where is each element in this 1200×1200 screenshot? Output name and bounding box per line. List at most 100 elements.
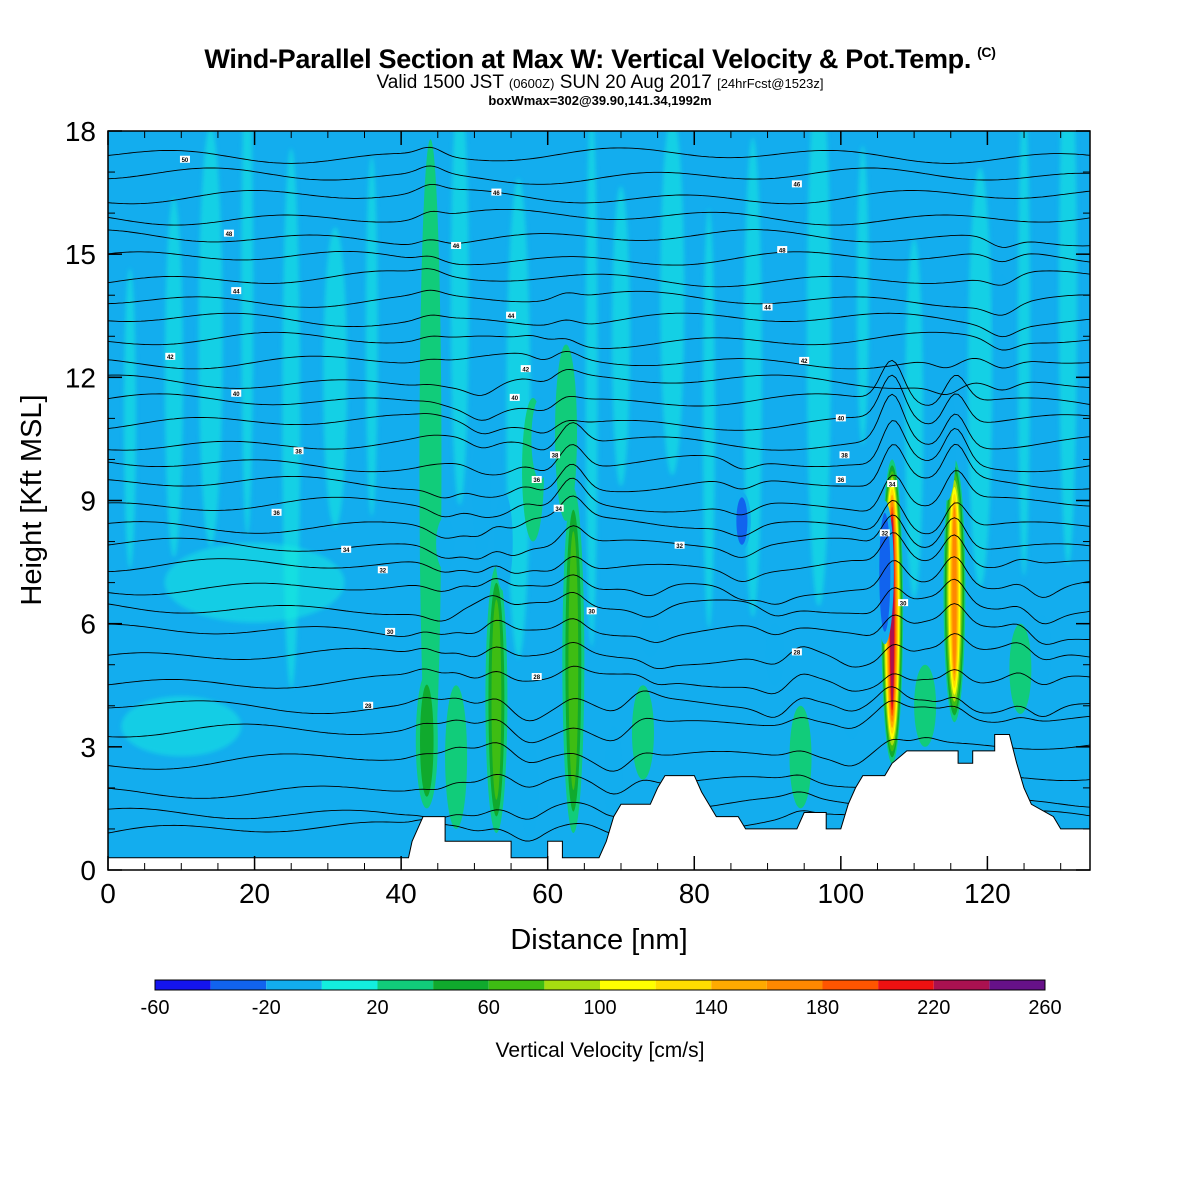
isentrope-line [108,165,1090,185]
colorbar-swatch [711,980,767,990]
isentrope-label-box [839,451,850,459]
updraft-contour [1009,623,1032,714]
isentrope-label-text: 30 [387,630,394,636]
isentrope-label-box [799,356,810,364]
isentrope-label-box [363,701,374,709]
x-tick-label: 60 [532,878,563,909]
downdraft-contour [765,623,784,686]
isentrope-label-box [531,673,542,681]
isentrope-label: 44 [762,303,773,312]
colorbar-tick-label: 20 [366,997,388,1019]
isentrope-label: 30 [385,627,396,636]
isentrope-label: 32 [674,541,685,550]
isentrope-label-box [777,246,788,254]
isentrope-label-box [898,599,909,607]
isentrope-label: 40 [835,414,846,423]
chart-title-main: Wind-Parallel Section at Max W: Vertical… [204,44,972,74]
isentrope-label-text: 34 [343,548,350,554]
isentrope-label: 38 [293,447,304,455]
isentrope-label: 36 [835,475,846,484]
colorbar-swatch [155,980,211,990]
plot-area: 50 48 44 42 40 38 36 34 32 30 28 46 46 44 42 40 38 36 34 32… [108,131,1090,870]
colorbar-tick-label: 260 [1028,997,1061,1019]
isentrope-label-text: 44 [233,289,240,295]
copyright-mark: (C) [977,44,996,60]
isentrope-line [108,146,1090,164]
chart-subtitle: Valid 1500 JST (0600Z) SUN 20 Aug 2017 [… [0,72,1200,94]
isentrope-label-text: 40 [233,392,240,398]
streak [123,268,136,569]
updraft-contour [568,531,579,790]
downdraft-contour [736,497,748,545]
downdraft-contour [436,516,455,571]
isentrope-label-box [879,529,890,537]
isentrope-label-box [377,566,388,574]
streak [611,186,630,487]
isentrope-label-text: 30 [588,610,595,616]
chart-title: Wind-Parallel Section at Max W: Vertical… [0,44,1200,75]
valid-prefix: Valid 1500 JST [376,72,504,93]
y-tick-label: 3 [80,732,96,763]
isentrope-label-box [179,155,190,163]
isentrope-label: 44 [506,311,517,320]
isentrope-line [108,183,1090,205]
downdraft-contour [520,738,539,838]
updraft-contour [420,684,434,797]
isentrope-label-text: 28 [365,704,372,710]
colorbar-swatch [766,980,823,990]
streak [660,131,685,476]
isentrope-line [108,443,1090,499]
isentrope-label: 28 [531,673,542,681]
isentrope-line [108,470,1090,518]
isentrope-line [108,350,1090,370]
isentrope-label-text: 42 [801,359,808,365]
x-tick-label: 0 [100,878,116,909]
isentrope-line [108,420,1090,476]
y-tick-label: 15 [65,239,96,270]
downdraft-contour [1033,615,1052,686]
isentrope-line [108,603,1090,645]
isentrope-label-box [293,447,304,455]
isentrope-label: 44 [231,287,242,295]
isentrope-label-text: 32 [676,544,683,550]
isentrope-label-box [231,287,242,295]
isentrope-line [108,368,1090,396]
isentrope-label-text: 46 [794,183,801,189]
isentrope-label: 40 [231,389,242,398]
isentrope-label-text: 34 [889,482,896,488]
streak [905,238,924,599]
colorbar-swatch [989,980,1045,990]
isentrope-label: 30 [898,599,909,607]
isentrope-label-text: 48 [779,248,786,254]
isentrope-line [108,250,1090,266]
isentrope-line [108,700,1090,744]
colorbar-swatch [210,980,267,990]
isentrope-line [108,312,1090,338]
isentrope-line [108,737,1090,772]
isentrope-label: 42 [520,365,531,373]
colorbar-swatch [544,980,600,990]
isentrope-label-text: 38 [552,454,559,460]
isentrope-label: 42 [799,356,810,365]
isentrope-label-text: 32 [379,568,386,574]
updraft-contour [445,685,468,829]
isentrope-label: 34 [341,545,352,554]
isentrope-line [108,686,1090,722]
colorbar-swatch [433,980,489,990]
colorbar-tick-label: 140 [695,997,728,1019]
colorbar-swatch [321,980,378,990]
isentrope-label-box [553,504,564,512]
terrain [108,734,1090,870]
y-tick-label: 12 [65,362,96,393]
streak [198,131,223,547]
isentrope-label-text: 36 [273,511,280,517]
colorbar-swatch [488,980,545,990]
downdraft-contour [842,693,861,739]
isentrope-label: 38 [839,451,850,460]
isentrope-line [108,633,1090,670]
isentrope-line [108,268,1090,288]
isentrope-line [108,359,1090,421]
isentrope-label-text: 46 [453,244,460,250]
streak [1018,131,1031,577]
